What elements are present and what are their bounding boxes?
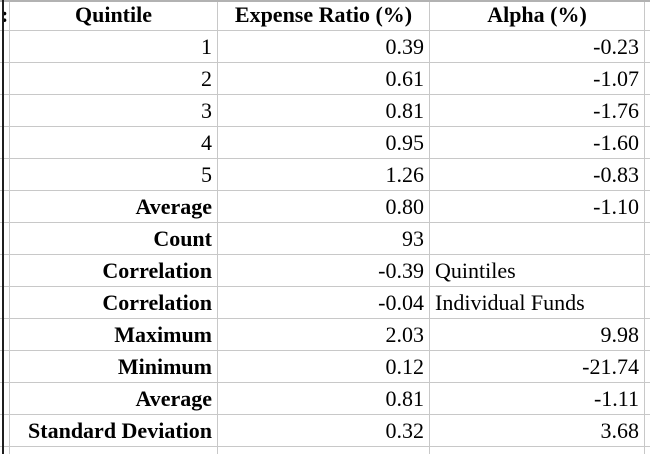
row-sliver-cell-right[interactable] [645,415,650,447]
row-sliver-cell[interactable] [0,255,10,287]
alpha-cell[interactable]: -1.07 [430,63,645,95]
expense-ratio-cell[interactable]: 93 [218,223,430,255]
expense-ratio-cell[interactable]: 0.61 [218,63,430,95]
row-sliver-cell[interactable] [0,31,10,63]
row-sliver-cell-right[interactable] [645,255,650,287]
column-header-quintile[interactable]: Quintile [10,0,218,31]
row-label-cell[interactable]: Average [10,191,218,223]
partial-bottom-cell[interactable] [10,447,218,454]
clipped-text-fragment: : [1,2,9,27]
row-label-cell[interactable]: Correlation [10,287,218,319]
expense-ratio-cell[interactable]: 0.81 [218,95,430,127]
expense-ratio-cell[interactable]: -0.39 [218,255,430,287]
partial-bottom-cell[interactable] [218,447,430,454]
row-sliver-cell[interactable] [0,415,10,447]
row-label-cell[interactable]: 4 [10,127,218,159]
row-label-cell[interactable]: 1 [10,31,218,63]
row-label-cell[interactable]: 2 [10,63,218,95]
alpha-cell[interactable]: -1.60 [430,127,645,159]
row-sliver-cell[interactable] [0,63,10,95]
row-label-cell[interactable]: 3 [10,95,218,127]
alpha-cell[interactable]: 3.68 [430,415,645,447]
right-sliver-header-cell[interactable] [645,0,650,31]
expense-ratio-cell[interactable]: 0.95 [218,127,430,159]
row-sliver-cell-right[interactable] [645,159,650,191]
partial-bottom-cell[interactable] [430,447,645,454]
row-sliver-cell-right[interactable] [645,63,650,95]
row-label-cell[interactable]: Maximum [10,319,218,351]
row-sliver-cell-right[interactable] [645,95,650,127]
alpha-cell[interactable]: -0.23 [430,31,645,63]
row-label-cell[interactable]: Standard Deviation [10,415,218,447]
row-label-cell[interactable]: 5 [10,159,218,191]
row-sliver-cell[interactable] [0,383,10,415]
alpha-cell[interactable] [430,223,645,255]
expense-ratio-cell[interactable]: 0.32 [218,415,430,447]
row-sliver-cell[interactable] [0,95,10,127]
expense-ratio-cell[interactable]: -0.04 [218,287,430,319]
partial-bottom-cell[interactable] [0,447,10,454]
expense-ratio-cell[interactable]: 0.80 [218,191,430,223]
row-sliver-cell[interactable] [0,191,10,223]
alpha-cell[interactable]: Quintiles [430,255,645,287]
row-label-cell[interactable]: Average [10,383,218,415]
row-label-cell[interactable]: Count [10,223,218,255]
row-sliver-cell[interactable] [0,351,10,383]
row-sliver-cell[interactable] [0,287,10,319]
row-sliver-cell-right[interactable] [645,191,650,223]
expense-ratio-cell[interactable]: 0.39 [218,31,430,63]
column-header-expense-ratio[interactable]: Expense Ratio (%) [218,0,430,31]
alpha-cell[interactable]: -1.10 [430,191,645,223]
expense-ratio-cell[interactable]: 0.81 [218,383,430,415]
row-label-cell[interactable]: Correlation [10,255,218,287]
row-sliver-cell-right[interactable] [645,127,650,159]
table-top-border [0,0,650,2]
column-header-alpha[interactable]: Alpha (%) [430,0,645,31]
row-sliver-cell-right[interactable] [645,319,650,351]
row-sliver-cell-right[interactable] [645,31,650,63]
row-sliver-cell-right[interactable] [645,223,650,255]
alpha-cell[interactable]: 9.98 [430,319,645,351]
table-left-rule [2,0,4,454]
left-sliver-header-cell[interactable]: : [0,0,10,31]
row-sliver-cell-right[interactable] [645,287,650,319]
expense-ratio-cell[interactable]: 1.26 [218,159,430,191]
expense-ratio-cell[interactable]: 0.12 [218,351,430,383]
alpha-cell[interactable]: -1.76 [430,95,645,127]
row-sliver-cell-right[interactable] [645,351,650,383]
alpha-cell[interactable]: -0.83 [430,159,645,191]
row-label-cell[interactable]: Minimum [10,351,218,383]
row-sliver-cell-right[interactable] [645,383,650,415]
row-sliver-cell[interactable] [0,319,10,351]
expense-ratio-cell[interactable]: 2.03 [218,319,430,351]
partial-bottom-cell[interactable] [645,447,650,454]
row-sliver-cell[interactable] [0,159,10,191]
alpha-cell[interactable]: -21.74 [430,351,645,383]
row-sliver-cell[interactable] [0,223,10,255]
alpha-cell[interactable]: -1.11 [430,383,645,415]
alpha-cell[interactable]: Individual Funds [430,287,645,319]
row-sliver-cell[interactable] [0,127,10,159]
